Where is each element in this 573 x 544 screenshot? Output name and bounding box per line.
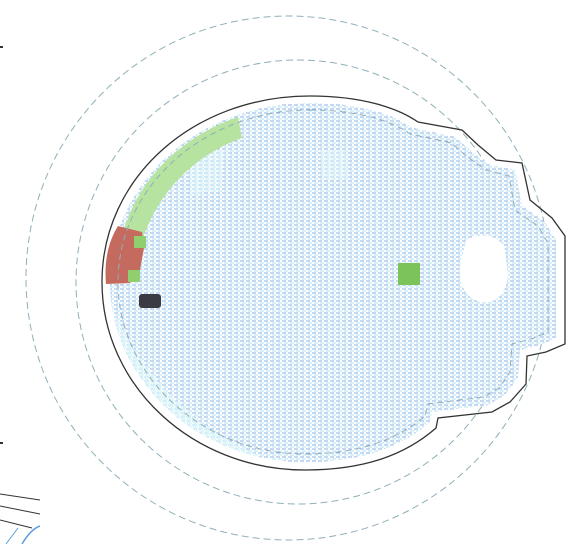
dark-marker bbox=[139, 294, 161, 308]
inner-dashed-outline bbox=[117, 109, 549, 455]
green-arc-band bbox=[123, 117, 242, 238]
cyan-hatch-region-top bbox=[190, 150, 225, 195]
green-patch-small-a bbox=[134, 236, 146, 248]
corner-tick-top bbox=[0, 46, 3, 48]
corner-arc-icon bbox=[21, 525, 41, 544]
green-patch-small-b bbox=[128, 270, 140, 282]
solid-outline bbox=[101, 95, 566, 471]
corner-fragment bbox=[0, 493, 41, 544]
green-patch bbox=[398, 263, 420, 285]
cyan-hatch-region-upper bbox=[320, 150, 348, 180]
white-void bbox=[459, 235, 508, 303]
corner-tick-left bbox=[0, 442, 3, 444]
